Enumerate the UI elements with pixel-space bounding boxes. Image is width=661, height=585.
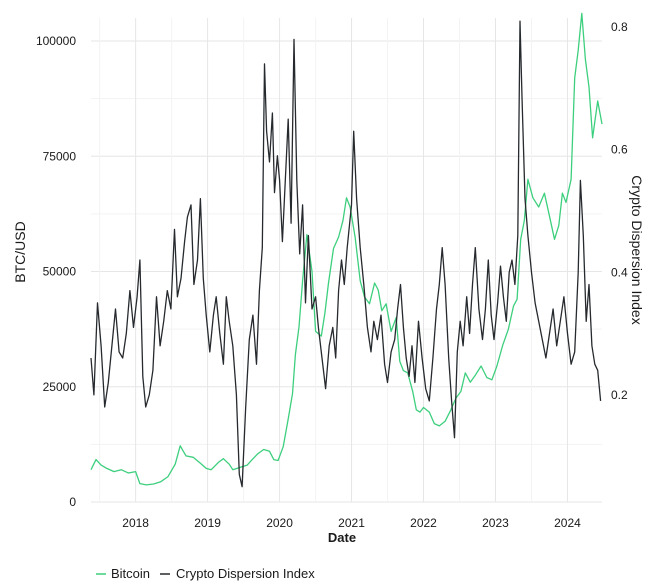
left-tick-label: 0 [69, 495, 76, 509]
right-axis-ticks: 0.2 0.4 0.6 0.8 [611, 20, 628, 402]
left-tick-label: 100000 [36, 34, 76, 48]
right-tick-label: 0.6 [611, 143, 628, 157]
bitcoin-series [90, 12, 603, 486]
right-tick-label: 0.8 [611, 20, 628, 34]
crypto-dispersion-index-line [90, 20, 602, 488]
right-axis-title: Crypto Dispersion Index [629, 175, 645, 324]
legend-cdi-label: Crypto Dispersion Index [176, 566, 315, 581]
bitcoin-line [90, 12, 603, 486]
x-tick-label: 2019 [194, 516, 221, 530]
left-axis-ticks: 0 25000 50000 75000 100000 [36, 34, 76, 509]
x-axis-title: Date [328, 530, 356, 545]
x-tick-label: 2022 [410, 516, 437, 530]
legend-bitcoin-label: Bitcoin [111, 566, 150, 581]
left-tick-label: 25000 [43, 380, 77, 394]
left-tick-label: 50000 [43, 265, 77, 279]
x-tick-label: 2023 [482, 516, 509, 530]
x-tick-label: 2024 [554, 516, 581, 530]
right-tick-label: 0.2 [611, 388, 628, 402]
legend: Bitcoin Crypto Dispersion Index [96, 566, 315, 581]
crypto-dispersion-index-series [90, 20, 602, 488]
x-tick-label: 2018 [122, 516, 149, 530]
left-tick-label: 75000 [43, 149, 77, 163]
x-axis-ticks: 2018 2019 2020 2021 2022 2023 2024 [122, 516, 581, 530]
x-tick-label: 2021 [338, 516, 365, 530]
left-axis-title: BTC/USD [12, 221, 28, 282]
right-tick-label: 0.4 [611, 265, 628, 279]
x-tick-label: 2020 [266, 516, 293, 530]
grid-lines [91, 18, 602, 503]
